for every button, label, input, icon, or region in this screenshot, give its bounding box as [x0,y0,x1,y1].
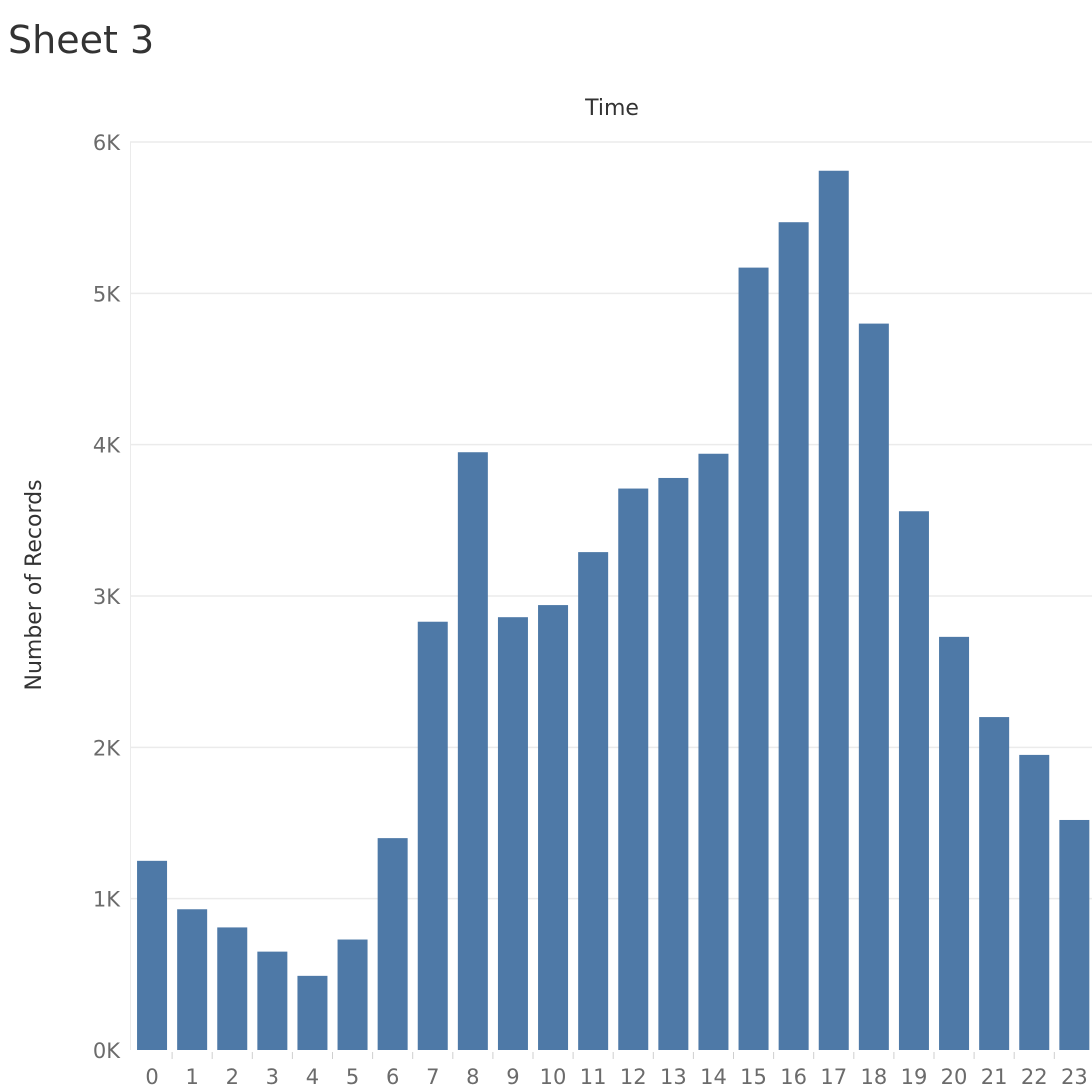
y-tick-label: 3K [93,585,121,609]
bar-21[interactable] [979,717,1010,1050]
chart-title: Time [584,96,639,121]
bar-23[interactable] [1059,819,1090,1050]
bar-0[interactable] [137,860,168,1050]
bar-11[interactable] [578,552,609,1050]
x-tick-label: 14 [700,1065,727,1089]
bar-9[interactable] [497,617,528,1050]
x-tick-label: 1 [185,1065,198,1089]
y-tick-label: 6K [93,131,121,155]
x-tick-label: 0 [145,1065,158,1089]
x-tick-label: 15 [740,1065,767,1089]
x-tick-label: 6 [386,1065,399,1089]
x-tick-label: 13 [660,1065,687,1089]
y-tick-label: 1K [93,888,121,912]
x-tick-label: 3 [266,1065,279,1089]
x-tick-label: 11 [580,1065,607,1089]
bar-12[interactable] [618,488,649,1050]
x-tick-label: 2 [226,1065,239,1089]
bar-19[interactable] [898,511,929,1050]
x-tick-label: 7 [426,1065,439,1089]
x-tick-label: 18 [860,1065,887,1089]
sheet-title: Sheet 3 [8,18,155,62]
bar-2[interactable] [217,927,248,1050]
y-tick-label: 0K [93,1039,121,1063]
bar-3[interactable] [257,951,288,1050]
y-tick-label: 5K [93,282,121,306]
bar-6[interactable] [377,838,408,1050]
y-tick-label: 2K [93,736,121,760]
bar-10[interactable] [538,605,569,1050]
x-tick-label: 9 [506,1065,519,1089]
y-tick-label: 4K [93,434,121,458]
bar-15[interactable] [738,267,769,1050]
x-tick-label: 10 [540,1065,567,1089]
bar-22[interactable] [1019,754,1050,1050]
x-tick-label: 19 [901,1065,928,1089]
bar-16[interactable] [778,222,809,1050]
bar-14[interactable] [698,453,729,1050]
x-tick-label: 23 [1061,1065,1088,1089]
x-tick-label: 22 [1021,1065,1048,1089]
x-tick-label: 17 [820,1065,847,1089]
x-tick-label: 21 [981,1065,1008,1089]
bar-18[interactable] [858,323,889,1051]
x-tick-label: 12 [620,1065,647,1089]
x-tick-label: 8 [466,1065,479,1089]
bar-7[interactable] [417,621,448,1050]
y-axis-label: Number of Records [22,479,47,690]
x-tick-label: 4 [306,1065,319,1089]
x-tick-label: 16 [780,1065,807,1089]
bar-13[interactable] [658,477,689,1051]
bar-20[interactable] [939,636,970,1050]
bar-1[interactable] [177,909,208,1050]
bar-5[interactable] [337,939,368,1050]
x-tick-label: 5 [346,1065,359,1089]
bar-8[interactable] [457,452,488,1051]
bar-17[interactable] [818,170,849,1050]
bar-4[interactable] [297,975,328,1050]
x-tick-label: 20 [941,1065,968,1089]
